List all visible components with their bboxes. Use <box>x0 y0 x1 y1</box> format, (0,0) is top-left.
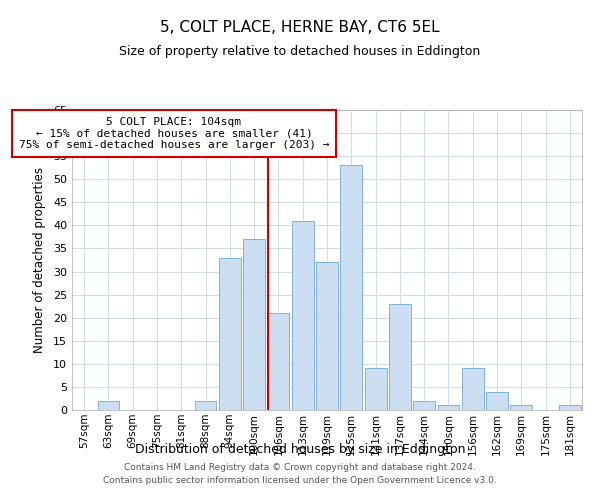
Text: Size of property relative to detached houses in Eddington: Size of property relative to detached ho… <box>119 45 481 58</box>
Bar <box>194 401 217 410</box>
Text: Distribution of detached houses by size in Eddington: Distribution of detached houses by size … <box>135 444 465 456</box>
Bar <box>486 392 508 410</box>
Bar <box>389 304 411 410</box>
Bar <box>413 401 435 410</box>
Bar <box>268 313 289 410</box>
Bar <box>219 258 241 410</box>
Bar <box>511 406 532 410</box>
Text: 5, COLT PLACE, HERNE BAY, CT6 5EL: 5, COLT PLACE, HERNE BAY, CT6 5EL <box>160 20 440 35</box>
Bar <box>316 262 338 410</box>
Text: Contains HM Land Registry data © Crown copyright and database right 2024.
Contai: Contains HM Land Registry data © Crown c… <box>103 464 497 485</box>
Bar <box>462 368 484 410</box>
Text: 5 COLT PLACE: 104sqm
← 15% of detached houses are smaller (41)
75% of semi-detac: 5 COLT PLACE: 104sqm ← 15% of detached h… <box>19 117 329 150</box>
Bar <box>340 166 362 410</box>
Bar <box>437 406 460 410</box>
Bar <box>243 239 265 410</box>
Bar <box>292 221 314 410</box>
Bar <box>559 406 581 410</box>
Bar <box>97 401 119 410</box>
Y-axis label: Number of detached properties: Number of detached properties <box>33 167 46 353</box>
Bar <box>365 368 386 410</box>
